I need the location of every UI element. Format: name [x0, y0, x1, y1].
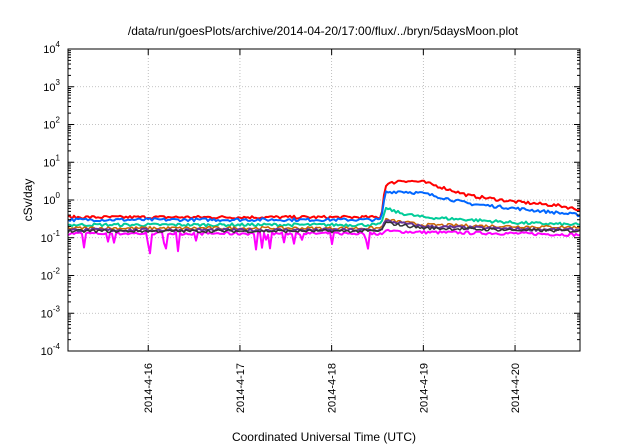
y-tick-label: 10-1 — [41, 229, 61, 245]
y-axis-label: cSv/day — [21, 179, 35, 222]
x-tick-label: 2014-4-20 — [510, 363, 522, 413]
series-line-2 — [67, 190, 581, 223]
x-tick-label: 2014-4-18 — [327, 363, 339, 413]
y-tick-label: 10-2 — [41, 267, 61, 283]
y-tick-label: 10-4 — [41, 342, 61, 358]
series-line-3 — [67, 206, 581, 228]
y-tick-label: 102 — [43, 116, 60, 132]
chart-title: /data/run/goesPlots/archive/2014-04-20/1… — [128, 24, 519, 38]
y-tick-label: 100 — [43, 191, 60, 207]
x-tick-label: 2014-4-17 — [235, 363, 247, 413]
x-axis: 2014-4-16 2014-4-17 2014-4-18 2014-4-19 2014… — [143, 49, 522, 413]
series-line-0 — [67, 228, 581, 255]
y-tick-label: 10-3 — [41, 304, 61, 320]
x-tick-label: 2014-4-16 — [143, 363, 155, 413]
x-axis-label: Coordinated Universal Time (UTC) — [232, 430, 416, 444]
series-layer — [67, 179, 581, 255]
series-line-6 — [67, 221, 581, 234]
x-tick-label: 2014-4-19 — [418, 363, 430, 413]
y-tick-label: 103 — [43, 78, 60, 94]
y-tick-label: 104 — [43, 40, 60, 56]
y-axis: 10-4 10-3 10-2 10-1 100 101 102 103 104 — [41, 40, 580, 358]
y-tick-label: 101 — [43, 153, 60, 169]
